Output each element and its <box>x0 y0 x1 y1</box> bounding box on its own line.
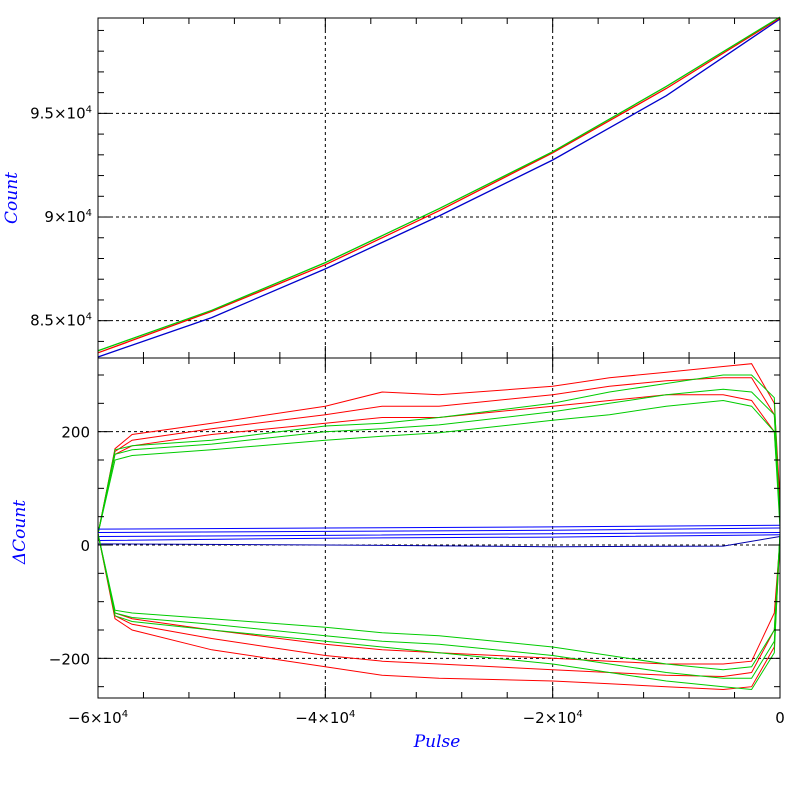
top-series-line-0 <box>97 18 781 358</box>
bottom-y-tick-label: −200 <box>49 650 90 668</box>
bottom-series-line-13 <box>97 533 781 691</box>
bottom-series-line-14 <box>97 533 781 671</box>
bottom-y-axis-label: ΔCount <box>10 500 30 565</box>
bottom-series-line-5 <box>97 399 781 534</box>
bottom-series-line-10 <box>97 536 781 548</box>
top-y-tick-label: 9×104 <box>44 208 92 226</box>
top-series-line-1 <box>97 17 781 354</box>
top-y-tick-label: 8.5×104 <box>30 312 92 330</box>
bottom-series-line-6 <box>97 524 781 530</box>
bottom-series-line-4 <box>97 388 781 534</box>
bottom-series-line-11 <box>97 533 781 665</box>
x-tick-label: −4×104 <box>295 709 355 727</box>
x-tick-label: 0 <box>775 709 785 727</box>
x-axis-label: Pulse <box>413 732 461 752</box>
bottom-y-tick-label: 200 <box>61 424 90 442</box>
top-y-axis-label: Count <box>2 172 22 224</box>
x-tick-label: −6×104 <box>68 709 128 727</box>
top-series-line-2 <box>97 16 781 352</box>
bottom-series-line-8 <box>97 532 781 537</box>
top-y-tick-label: 9.5×104 <box>30 104 92 122</box>
bottom-series-line-3 <box>97 374 781 534</box>
bottom-series-line-0 <box>97 363 781 534</box>
top-plot-frame <box>97 17 781 359</box>
bottom-series-line-16 <box>97 533 781 691</box>
x-tick-label: −2×104 <box>523 709 583 727</box>
bottom-panel: 200 0 −200 −6×104 −4×104 −2×104 0 <box>49 357 785 727</box>
bottom-series-line-12 <box>97 533 781 678</box>
top-panel: 9.5×104 9×104 8.5×104 <box>30 16 781 359</box>
bottom-series-line-2 <box>97 394 781 534</box>
bottom-series-line-1 <box>97 377 781 534</box>
bottom-series-line-15 <box>97 533 781 679</box>
bottom-series-line-7 <box>97 527 781 533</box>
bottom-series-line-9 <box>97 534 781 541</box>
bottom-plot-frame <box>97 357 781 699</box>
bottom-y-tick-label: 0 <box>80 537 90 555</box>
